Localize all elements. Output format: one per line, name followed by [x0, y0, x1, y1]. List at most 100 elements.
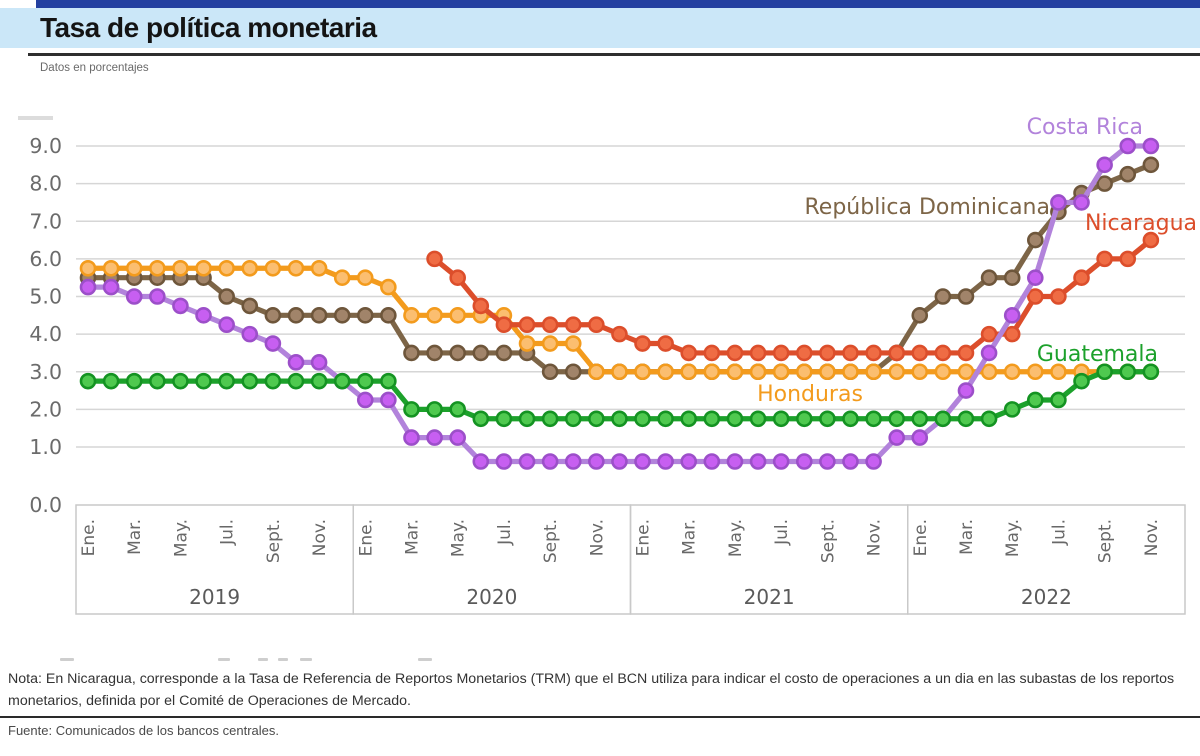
series-marker-nicaragua: [564, 316, 582, 334]
month-tick-label: Mar.: [957, 519, 977, 555]
series-marker-rep-blica-dominicana: [934, 288, 952, 305]
series-marker-costa-rica: [495, 453, 513, 470]
series-marker-nicaragua: [842, 344, 859, 362]
series-marker-costa-rica: [1119, 137, 1137, 155]
series-marker-nicaragua: [1027, 288, 1044, 305]
y-tick-label: 7.0: [29, 209, 62, 233]
series-marker-honduras: [1027, 363, 1044, 381]
series-marker-guatemala: [703, 410, 721, 428]
series-label-rep-blica-dominicana: República Dominicana: [804, 195, 1050, 220]
series-marker-nicaragua: [795, 344, 813, 362]
series-marker-costa-rica: [472, 453, 490, 470]
y-tick-label: 1.0: [29, 435, 62, 459]
series-marker-honduras: [218, 259, 235, 277]
series-marker-rep-blica-dominicana: [1003, 269, 1021, 286]
series-marker-rep-blica-dominicana: [218, 288, 235, 305]
series-marker-rep-blica-dominicana: [310, 307, 328, 324]
series-marker-nicaragua: [495, 316, 513, 334]
series-marker-guatemala: [980, 410, 998, 428]
month-tick-label: May.: [1003, 519, 1023, 557]
series-marker-guatemala: [1003, 401, 1021, 418]
series-label-guatemala: Guatemala: [1037, 342, 1158, 367]
series-marker-rep-blica-dominicana: [1096, 175, 1113, 192]
series-marker-costa-rica: [980, 344, 998, 362]
series-marker-costa-rica: [380, 391, 397, 409]
month-tick-label: Mar.: [125, 519, 145, 555]
series-marker-honduras: [426, 307, 443, 324]
series-marker-costa-rica: [611, 453, 628, 470]
series-marker-rep-blica-dominicana: [541, 363, 559, 381]
series-marker-guatemala: [403, 401, 420, 418]
series-marker-honduras: [611, 363, 628, 381]
series-marker-honduras: [541, 335, 559, 352]
series-marker-costa-rica: [1073, 194, 1090, 211]
series-marker-honduras: [287, 259, 305, 277]
series-marker-guatemala: [842, 410, 859, 428]
month-tick-label: Nov.: [587, 519, 607, 556]
series-marker-rep-blica-dominicana: [1119, 165, 1137, 183]
series-marker-costa-rica: [911, 429, 929, 446]
series-marker-costa-rica: [264, 335, 282, 352]
series-marker-nicaragua: [1050, 288, 1067, 305]
series-marker-guatemala: [149, 372, 166, 390]
series-marker-costa-rica: [749, 453, 767, 470]
series-marker-rep-blica-dominicana: [957, 288, 975, 305]
series-marker-honduras: [333, 269, 351, 286]
header-rule: [28, 53, 1200, 56]
page-title: Tasa de política monetaria: [40, 12, 377, 43]
series-marker-guatemala: [310, 372, 328, 390]
series-marker-nicaragua: [1096, 250, 1113, 268]
series-marker-guatemala: [657, 410, 674, 428]
policy-rate-chart: 9.0 8.0 7.0 6.0 5.0 4.0 3.0 2.0 1.0 0.0 2019 Ene. Ma…: [18, 115, 1197, 615]
series-marker-guatemala: [218, 372, 235, 390]
series-marker-nicaragua: [449, 269, 466, 286]
month-tick-label: May.: [171, 519, 191, 557]
series-marker-rep-blica-dominicana: [403, 344, 420, 362]
series-marker-nicaragua: [1142, 231, 1160, 249]
y-tick-label: 0.0: [29, 493, 62, 517]
series-marker-rep-blica-dominicana: [426, 344, 443, 362]
series-marker-costa-rica: [795, 453, 813, 470]
series-marker-costa-rica: [634, 453, 651, 470]
series-marker-guatemala: [588, 410, 605, 428]
series-marker-costa-rica: [819, 453, 836, 470]
series-marker-honduras: [125, 259, 143, 277]
source-rule: [0, 716, 1200, 718]
month-tick-label: Jul.: [772, 519, 792, 546]
year-label: 2020: [466, 585, 517, 609]
series-marker-guatemala: [934, 410, 952, 428]
y-tick-label: 8.0: [29, 172, 62, 196]
month-tick-label: Sept.: [541, 519, 561, 563]
series-marker-costa-rica: [356, 391, 374, 409]
series-marker-nicaragua: [1003, 325, 1021, 343]
series-marker-honduras: [564, 335, 582, 352]
series-marker-guatemala: [1027, 391, 1044, 409]
series-marker-rep-blica-dominicana: [380, 307, 397, 324]
series-marker-costa-rica: [703, 453, 721, 470]
series-marker-honduras: [680, 363, 698, 381]
series-marker-nicaragua: [634, 335, 651, 352]
series-marker-nicaragua: [1119, 250, 1137, 268]
series-marker-rep-blica-dominicana: [264, 307, 282, 324]
series-marker-guatemala: [611, 410, 628, 428]
series-marker-honduras: [79, 259, 97, 277]
series-marker-costa-rica: [287, 354, 305, 371]
series-marker-honduras: [102, 259, 120, 277]
series-marker-costa-rica: [957, 382, 975, 399]
series-marker-guatemala: [541, 410, 559, 428]
clipped-text-artifact: [0, 658, 1200, 664]
series-marker-costa-rica: [449, 429, 466, 446]
series-marker-rep-blica-dominicana: [449, 344, 466, 362]
series-marker-honduras: [657, 363, 674, 381]
series-label-nicaragua: Nicaragua: [1085, 211, 1197, 236]
series-marker-rep-blica-dominicana: [241, 297, 259, 315]
series-marker-honduras: [1003, 363, 1021, 381]
series-marker-honduras: [588, 363, 605, 381]
series-marker-guatemala: [264, 372, 282, 390]
series-marker-nicaragua: [657, 335, 674, 352]
series-label-honduras: Honduras: [757, 382, 863, 407]
series-marker-guatemala: [888, 410, 906, 428]
month-tick-label: Jul.: [495, 519, 515, 546]
series-marker-nicaragua: [980, 325, 998, 343]
y-tick-label: 3.0: [29, 360, 62, 384]
